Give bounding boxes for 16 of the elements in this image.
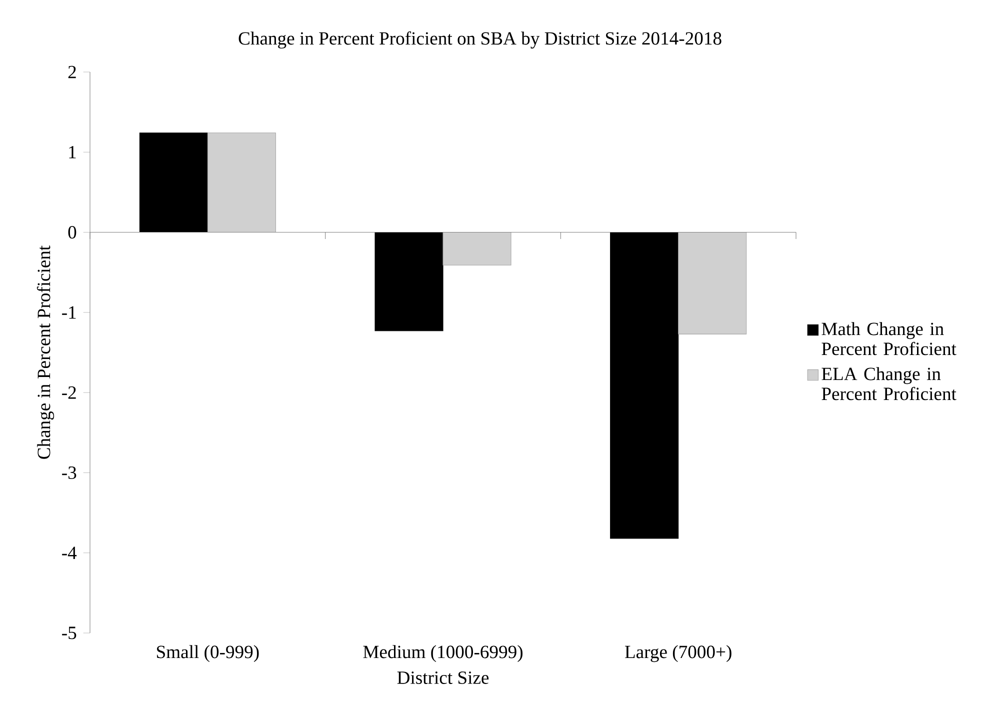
x-tick-label: Large (7000+) [625, 645, 732, 662]
y-tick-label: -2 [62, 386, 76, 399]
legend-label: Math Change in Percent Proficient [822, 322, 956, 356]
y-tick-label: 0 [68, 226, 76, 239]
y-tick-label: 1 [69, 146, 76, 158]
y-tick-label: -4 [62, 546, 77, 559]
x-axis-title: District Size [397, 671, 489, 684]
y-axis-title: Change in Percent Proficient [36, 245, 54, 459]
y-tick-label: -1 [62, 306, 76, 319]
chart-title: Change in Percent Proficient on SBA by District Size 2014-2018 [238, 31, 722, 49]
legend-label: ELA Change in Percent Proficient [822, 367, 956, 400]
y-tick-label: -3 [62, 466, 76, 479]
y-tick-label: -5 [62, 626, 76, 640]
x-tick-label: Medium (1000-6999) [363, 645, 522, 662]
x-tick-label: Small (0-999) [157, 645, 259, 662]
y-tick-label: 2 [68, 66, 76, 78]
